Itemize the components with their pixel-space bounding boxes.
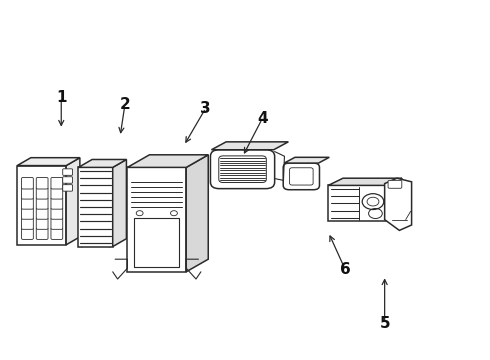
- Polygon shape: [127, 155, 208, 167]
- FancyBboxPatch shape: [211, 150, 274, 189]
- FancyBboxPatch shape: [36, 177, 48, 189]
- FancyBboxPatch shape: [36, 228, 48, 239]
- FancyBboxPatch shape: [290, 168, 313, 185]
- Polygon shape: [113, 159, 126, 247]
- FancyBboxPatch shape: [63, 185, 73, 191]
- Polygon shape: [17, 158, 80, 166]
- FancyBboxPatch shape: [22, 228, 33, 239]
- FancyBboxPatch shape: [36, 218, 48, 229]
- FancyBboxPatch shape: [388, 180, 402, 188]
- FancyBboxPatch shape: [22, 218, 33, 229]
- FancyBboxPatch shape: [283, 163, 319, 190]
- FancyBboxPatch shape: [51, 177, 63, 189]
- Polygon shape: [127, 167, 186, 272]
- FancyBboxPatch shape: [36, 208, 48, 219]
- Polygon shape: [78, 167, 113, 247]
- Polygon shape: [212, 142, 288, 150]
- FancyBboxPatch shape: [22, 198, 33, 209]
- FancyBboxPatch shape: [22, 208, 33, 219]
- FancyBboxPatch shape: [36, 198, 48, 209]
- Text: 2: 2: [120, 97, 130, 112]
- Polygon shape: [328, 185, 387, 221]
- Polygon shape: [186, 155, 208, 272]
- Polygon shape: [328, 178, 402, 185]
- FancyBboxPatch shape: [51, 208, 63, 219]
- Polygon shape: [387, 178, 402, 221]
- FancyBboxPatch shape: [22, 188, 33, 199]
- Text: 3: 3: [200, 100, 211, 116]
- Text: 1: 1: [56, 90, 67, 105]
- FancyBboxPatch shape: [51, 188, 63, 199]
- FancyBboxPatch shape: [63, 177, 73, 183]
- Polygon shape: [17, 166, 66, 245]
- FancyBboxPatch shape: [36, 188, 48, 199]
- FancyBboxPatch shape: [22, 177, 33, 189]
- Polygon shape: [385, 178, 412, 230]
- Text: 4: 4: [257, 111, 268, 126]
- Text: 6: 6: [340, 262, 351, 278]
- Polygon shape: [78, 159, 126, 167]
- FancyBboxPatch shape: [219, 156, 267, 183]
- FancyBboxPatch shape: [51, 218, 63, 229]
- Polygon shape: [284, 157, 329, 163]
- Text: 5: 5: [379, 316, 390, 332]
- FancyBboxPatch shape: [63, 169, 73, 175]
- FancyBboxPatch shape: [51, 198, 63, 209]
- Polygon shape: [66, 158, 80, 245]
- FancyBboxPatch shape: [51, 228, 63, 239]
